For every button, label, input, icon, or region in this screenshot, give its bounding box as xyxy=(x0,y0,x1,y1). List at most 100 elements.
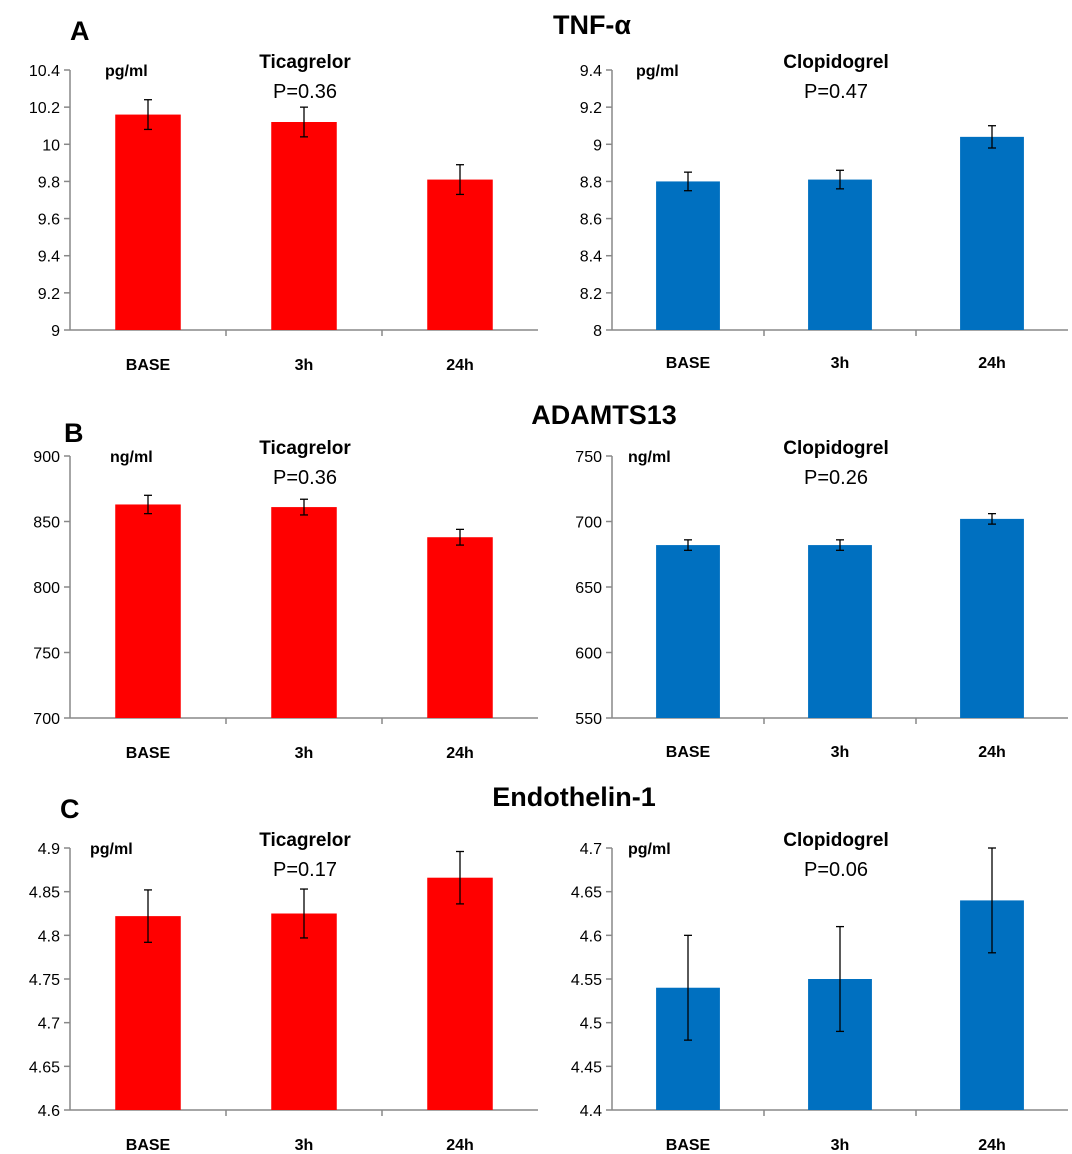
y-tick-label: 4.55 xyxy=(571,972,602,989)
category-label: BASE xyxy=(126,1137,171,1154)
y-tick-label: 600 xyxy=(575,646,602,663)
panel-letter-a: A xyxy=(70,16,90,46)
bar-ticagrelor-24h xyxy=(427,877,493,1110)
bar-clopidogrel-24h xyxy=(960,518,1024,718)
unit-label: pg/ml xyxy=(636,63,679,80)
bar-clopidogrel-base xyxy=(656,181,720,330)
chart-clopidogrel-endothelin-1: 4.4 4.45 4.5 4.55 4.6 4.65 4.7 BASE 3h 24h pg/ml Cl… xyxy=(571,830,1068,1154)
y-tick-label: 9.2 xyxy=(580,100,602,117)
category-label: 3h xyxy=(831,744,850,761)
drug-name-clopidogrel: Clopidogrel xyxy=(783,438,889,459)
y-tick-label: 650 xyxy=(575,580,602,597)
y-tick-label: 4.45 xyxy=(571,1059,602,1076)
category-label: 24h xyxy=(446,745,474,762)
category-label: BASE xyxy=(126,357,171,374)
y-tick-label: 10.4 xyxy=(29,63,60,80)
p-value: P=0.06 xyxy=(804,859,868,881)
p-value: P=0.36 xyxy=(273,81,337,103)
category-label: BASE xyxy=(666,744,711,761)
chart-ticagrelor-adamts13: 700 750 800 850 900 BASE 3h 24h ng/ml Ticagrelor P… xyxy=(33,438,538,762)
panel-letter-c: C xyxy=(60,794,80,824)
bar-clopidogrel-3h xyxy=(808,545,872,718)
p-value: P=0.26 xyxy=(804,467,868,489)
panel-letter-b: B xyxy=(64,418,84,448)
bar-ticagrelor-base xyxy=(115,504,181,718)
category-label: 24h xyxy=(978,744,1006,761)
y-tick-label: 750 xyxy=(33,646,60,663)
y-tick-label: 700 xyxy=(575,515,602,532)
bar-ticagrelor-3h xyxy=(271,913,337,1110)
y-tick-label: 4.75 xyxy=(29,972,60,989)
y-tick-label: 4.4 xyxy=(580,1103,602,1120)
category-label: 24h xyxy=(978,355,1006,372)
y-tick-label: 4.7 xyxy=(38,1016,60,1033)
chart-ticagrelor-tnf-alpha: 9 9.2 9.4 9.6 9.8 10 10.2 10.4 BASE 3h 24h pg/ml Tic… xyxy=(29,52,538,374)
drug-name-clopidogrel: Clopidogrel xyxy=(783,52,889,73)
category-label: 24h xyxy=(446,357,474,374)
chart-clopidogrel-tnf-alpha: 8 8.2 8.4 8.6 8.8 9 9.2 9.4 BASE 3h 24h pg/ml Clopid… xyxy=(580,52,1068,372)
category-label: 24h xyxy=(446,1137,474,1154)
category-label: BASE xyxy=(126,745,171,762)
y-tick-label: 10 xyxy=(42,137,60,154)
y-tick-label: 550 xyxy=(575,711,602,728)
y-tick-label: 4.6 xyxy=(580,928,602,945)
unit-label: pg/ml xyxy=(628,841,671,858)
category-label: 3h xyxy=(295,1137,314,1154)
unit-label: pg/ml xyxy=(105,63,148,80)
unit-label: ng/ml xyxy=(110,449,153,466)
unit-label: ng/ml xyxy=(628,449,671,466)
y-tick-label: 8.8 xyxy=(580,174,602,191)
category-label: 3h xyxy=(831,1137,850,1154)
y-tick-label: 4.65 xyxy=(29,1059,60,1076)
chart-ticagrelor-endothelin-1: 4.6 4.65 4.7 4.75 4.8 4.85 4.9 BASE 3h 24h pg/ml Ti… xyxy=(29,830,538,1154)
y-tick-label: 4.85 xyxy=(29,885,60,902)
bar-ticagrelor-base xyxy=(115,114,181,330)
y-tick-label: 4.7 xyxy=(580,841,602,858)
category-label: 3h xyxy=(295,357,314,374)
drug-name-clopidogrel: Clopidogrel xyxy=(783,830,889,851)
row-title-adamts13: ADAMTS13 xyxy=(531,400,677,430)
row-title-tnf-alpha: TNF-α xyxy=(553,10,631,40)
p-value: P=0.36 xyxy=(273,467,337,489)
drug-name-ticagrelor: Ticagrelor xyxy=(259,830,351,851)
y-tick-label: 4.8 xyxy=(38,928,60,945)
category-label: 3h xyxy=(295,745,314,762)
y-tick-label: 8 xyxy=(593,323,602,340)
bar-clopidogrel-3h xyxy=(808,179,872,330)
y-tick-label: 4.6 xyxy=(38,1103,60,1120)
p-value: P=0.47 xyxy=(804,81,868,103)
y-tick-label: 9.8 xyxy=(38,174,60,191)
y-tick-label: 9.4 xyxy=(38,249,60,266)
p-value: P=0.17 xyxy=(273,859,337,881)
bar-clopidogrel-base xyxy=(656,545,720,718)
y-tick-label: 8.2 xyxy=(580,286,602,303)
y-tick-label: 4.65 xyxy=(571,885,602,902)
y-tick-label: 9.4 xyxy=(580,63,602,80)
y-tick-label: 9 xyxy=(51,323,60,340)
y-tick-label: 850 xyxy=(33,515,60,532)
y-tick-label: 750 xyxy=(575,449,602,466)
y-tick-label: 9.2 xyxy=(38,286,60,303)
bar-ticagrelor-3h xyxy=(271,122,337,330)
y-tick-label: 4.9 xyxy=(38,841,60,858)
y-tick-label: 9.6 xyxy=(38,212,60,229)
drug-name-ticagrelor: Ticagrelor xyxy=(259,438,351,459)
bar-ticagrelor-24h xyxy=(427,537,493,718)
y-tick-label: 9 xyxy=(593,137,602,154)
category-label: BASE xyxy=(666,355,711,372)
category-label: BASE xyxy=(666,1137,711,1154)
y-tick-label: 700 xyxy=(33,711,60,728)
bar-ticagrelor-24h xyxy=(427,179,493,330)
unit-label: pg/ml xyxy=(90,841,133,858)
y-tick-label: 8.4 xyxy=(580,249,602,266)
y-tick-label: 4.5 xyxy=(580,1016,602,1033)
category-label: 24h xyxy=(978,1137,1006,1154)
y-tick-label: 900 xyxy=(33,449,60,466)
y-tick-label: 8.6 xyxy=(580,212,602,229)
drug-name-ticagrelor: Ticagrelor xyxy=(259,52,351,73)
category-label: 3h xyxy=(831,355,850,372)
bar-ticagrelor-3h xyxy=(271,507,337,718)
y-tick-label: 10.2 xyxy=(29,100,60,117)
bar-ticagrelor-base xyxy=(115,916,181,1110)
